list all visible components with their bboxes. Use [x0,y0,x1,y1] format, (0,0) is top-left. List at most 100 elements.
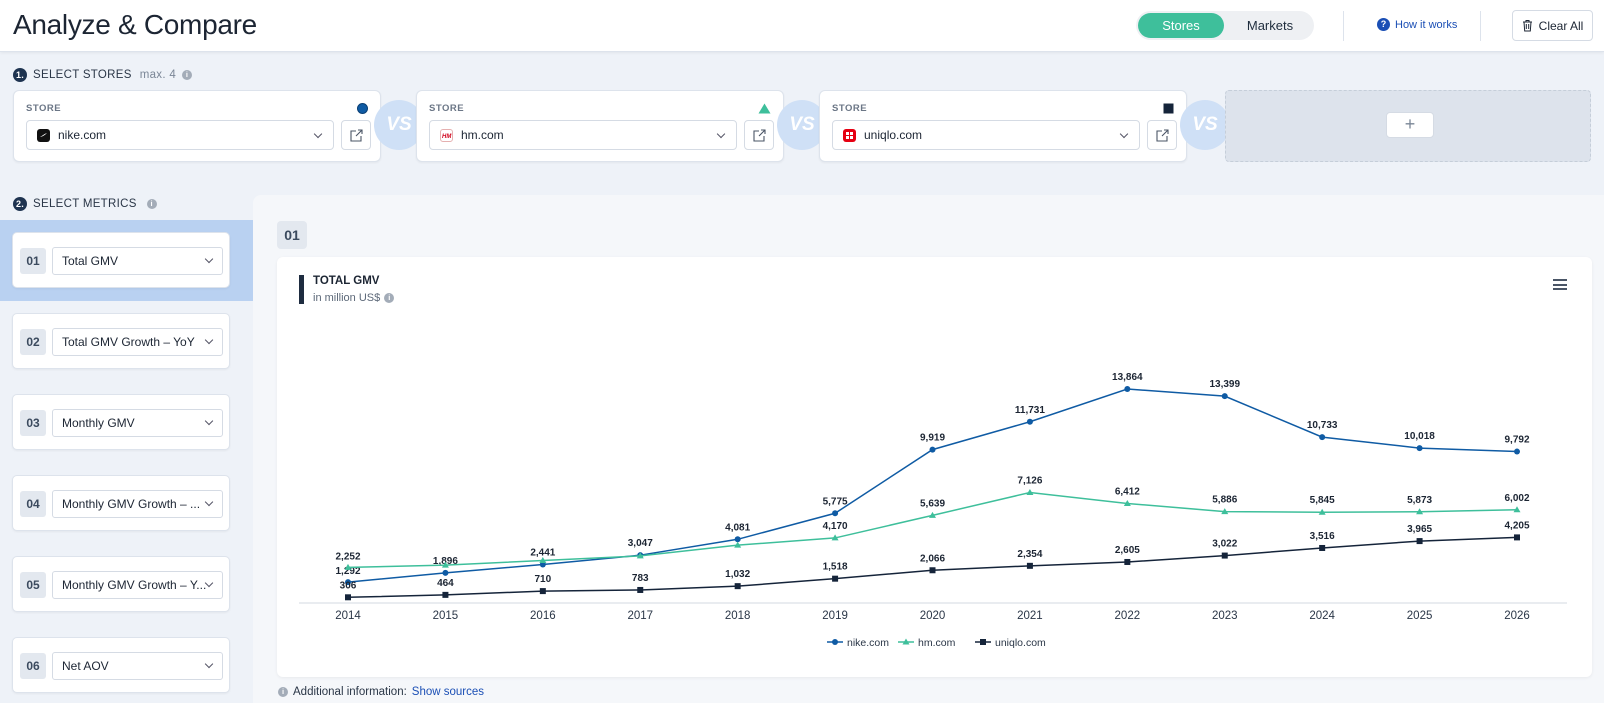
show-sources-link[interactable]: Show sources [411,686,485,698]
uniqlo.com-point [442,591,449,598]
metric-number: 06 [20,653,46,679]
metric-card-2[interactable]: 02 Total GMV Growth – YoY [12,313,230,369]
hm.com-point [1416,508,1424,515]
x-tick-label: 2017 [627,610,653,622]
trash-icon [1522,20,1532,32]
chevron-down-icon [716,129,726,139]
legend-item[interactable]: hm.com [918,637,956,649]
metric-card-5[interactable]: 05 Monthly GMV Growth – Y... [12,556,230,612]
metric-select[interactable]: Monthly GMV Growth – Y... [52,571,223,599]
chevron-down-icon [204,335,214,345]
info-icon[interactable]: i [182,70,193,80]
square-marker-icon [1163,103,1174,114]
clear-all-button[interactable]: Clear All [1512,10,1593,41]
x-tick-label: 2023 [1212,610,1238,622]
add-store-button[interactable]: + [1386,112,1434,138]
hm.com-point [1221,508,1229,515]
metric-label: Monthly GMV Growth – ... [62,497,201,511]
chart-unit-label: in million US$ [313,292,381,304]
uniqlo.com-point [539,588,546,595]
metric-card-1[interactable]: 01 Total GMV [12,232,230,288]
hm.com-point [1318,508,1326,515]
store-select-uniqlo[interactable]: uniqlo.com [832,120,1140,150]
uniqlo.com-point [637,586,644,593]
uniqlo-logo-icon [843,128,856,142]
toggle-markets[interactable]: Markets [1246,18,1294,33]
info-icon[interactable]: i [146,199,157,209]
uniqlo.com-point [929,567,936,574]
chart-card: TOTAL GMV in million US$ i 2014 2015 2016 2… [277,257,1592,677]
metric-select[interactable]: Net AOV [52,652,223,680]
open-store-button[interactable] [1147,120,1177,150]
toggle-stores[interactable]: Stores [1138,13,1224,38]
open-store-button[interactable] [744,120,774,150]
hm.com-point [1513,506,1521,513]
max-stores-hint: max. 4 [139,69,177,81]
uniqlo.com-point [1221,552,1228,559]
nike.com-point [734,536,741,543]
metric-card-3[interactable]: 03 Monthly GMV [12,394,230,450]
hm-logo-icon: HM [440,128,453,142]
hm.com-point [441,561,449,568]
metric-number: 01 [20,248,46,274]
metric-select[interactable]: Total GMV [52,247,223,275]
nike.com-point [832,510,839,517]
metric-select[interactable]: Monthly GMV Growth – ... [52,490,223,518]
hm.com-point [1123,499,1131,506]
legend-item[interactable]: nike.com [847,637,889,649]
hm.com-point [929,511,936,518]
legend-marker [980,639,986,645]
legend-item[interactable]: uniqlo.com [995,637,1046,649]
vs-badge: VS [1180,100,1230,150]
chart-menu-icon[interactable] [1553,279,1567,291]
data-label: 2,354 [1017,549,1042,560]
nike.com-point [345,579,351,586]
nike.com-point [929,446,936,453]
metric-select[interactable]: Total GMV Growth – YoY [52,328,223,356]
hm.com-point [636,552,644,559]
store-name: uniqlo.com [864,128,923,142]
data-label: 2,066 [920,553,945,564]
x-tick-label: 2022 [1115,610,1141,622]
nike.com-point [1221,393,1228,400]
store-select-hm[interactable]: HM hm.com [429,120,737,150]
metric-number: 04 [20,491,46,517]
step-label: SELECT METRICS [33,198,137,210]
nike-logo-icon [37,128,50,142]
store-label: STORE [429,103,465,114]
data-label: 4,170 [823,521,848,532]
data-label: 11,731 [1015,405,1045,416]
data-label: 3,047 [628,538,653,549]
hm.com-point [734,541,742,548]
metric-card-6[interactable]: 06 Net AOV [12,637,230,693]
info-icon[interactable]: i [384,293,395,303]
chevron-down-icon [1119,129,1129,139]
line-chart: 2014 2015 2016 2017 2018 2019 2020 2021 2022 2023… [299,372,1567,649]
data-label: 4,081 [725,522,750,533]
x-tick-label: 2015 [433,610,459,622]
external-link-icon [1155,128,1169,142]
hm.com-point [831,534,839,541]
step-number: 1. [13,68,27,82]
metric-card-4[interactable]: 04 Monthly GMV Growth – ... [12,475,230,531]
x-tick-label: 2019 [822,610,848,622]
nike.com-point [1416,445,1423,452]
hm.com-point [539,557,547,564]
data-label: 4,205 [1504,520,1529,531]
hm.com-point [344,563,352,570]
how-it-works-link[interactable]: ? How it works [1377,18,1457,31]
top-header: Analyze & Compare Stores Markets ? How i… [0,0,1604,52]
data-label: 6,002 [1504,493,1529,504]
nike.com-point [1319,434,1326,441]
data-label: 2,441 [530,547,555,558]
additional-info-label: Additional information: [293,686,407,698]
title-accent-bar [299,275,304,304]
help-icon: ? [1377,18,1390,31]
open-store-button[interactable] [341,120,371,150]
store-select-nike[interactable]: nike.com [26,120,334,150]
chevron-down-icon [313,129,323,139]
metric-label: Monthly GMV [62,416,135,430]
data-label: 306 [340,580,357,591]
data-label: 9,919 [920,433,945,444]
metric-select[interactable]: Monthly GMV [52,409,223,437]
